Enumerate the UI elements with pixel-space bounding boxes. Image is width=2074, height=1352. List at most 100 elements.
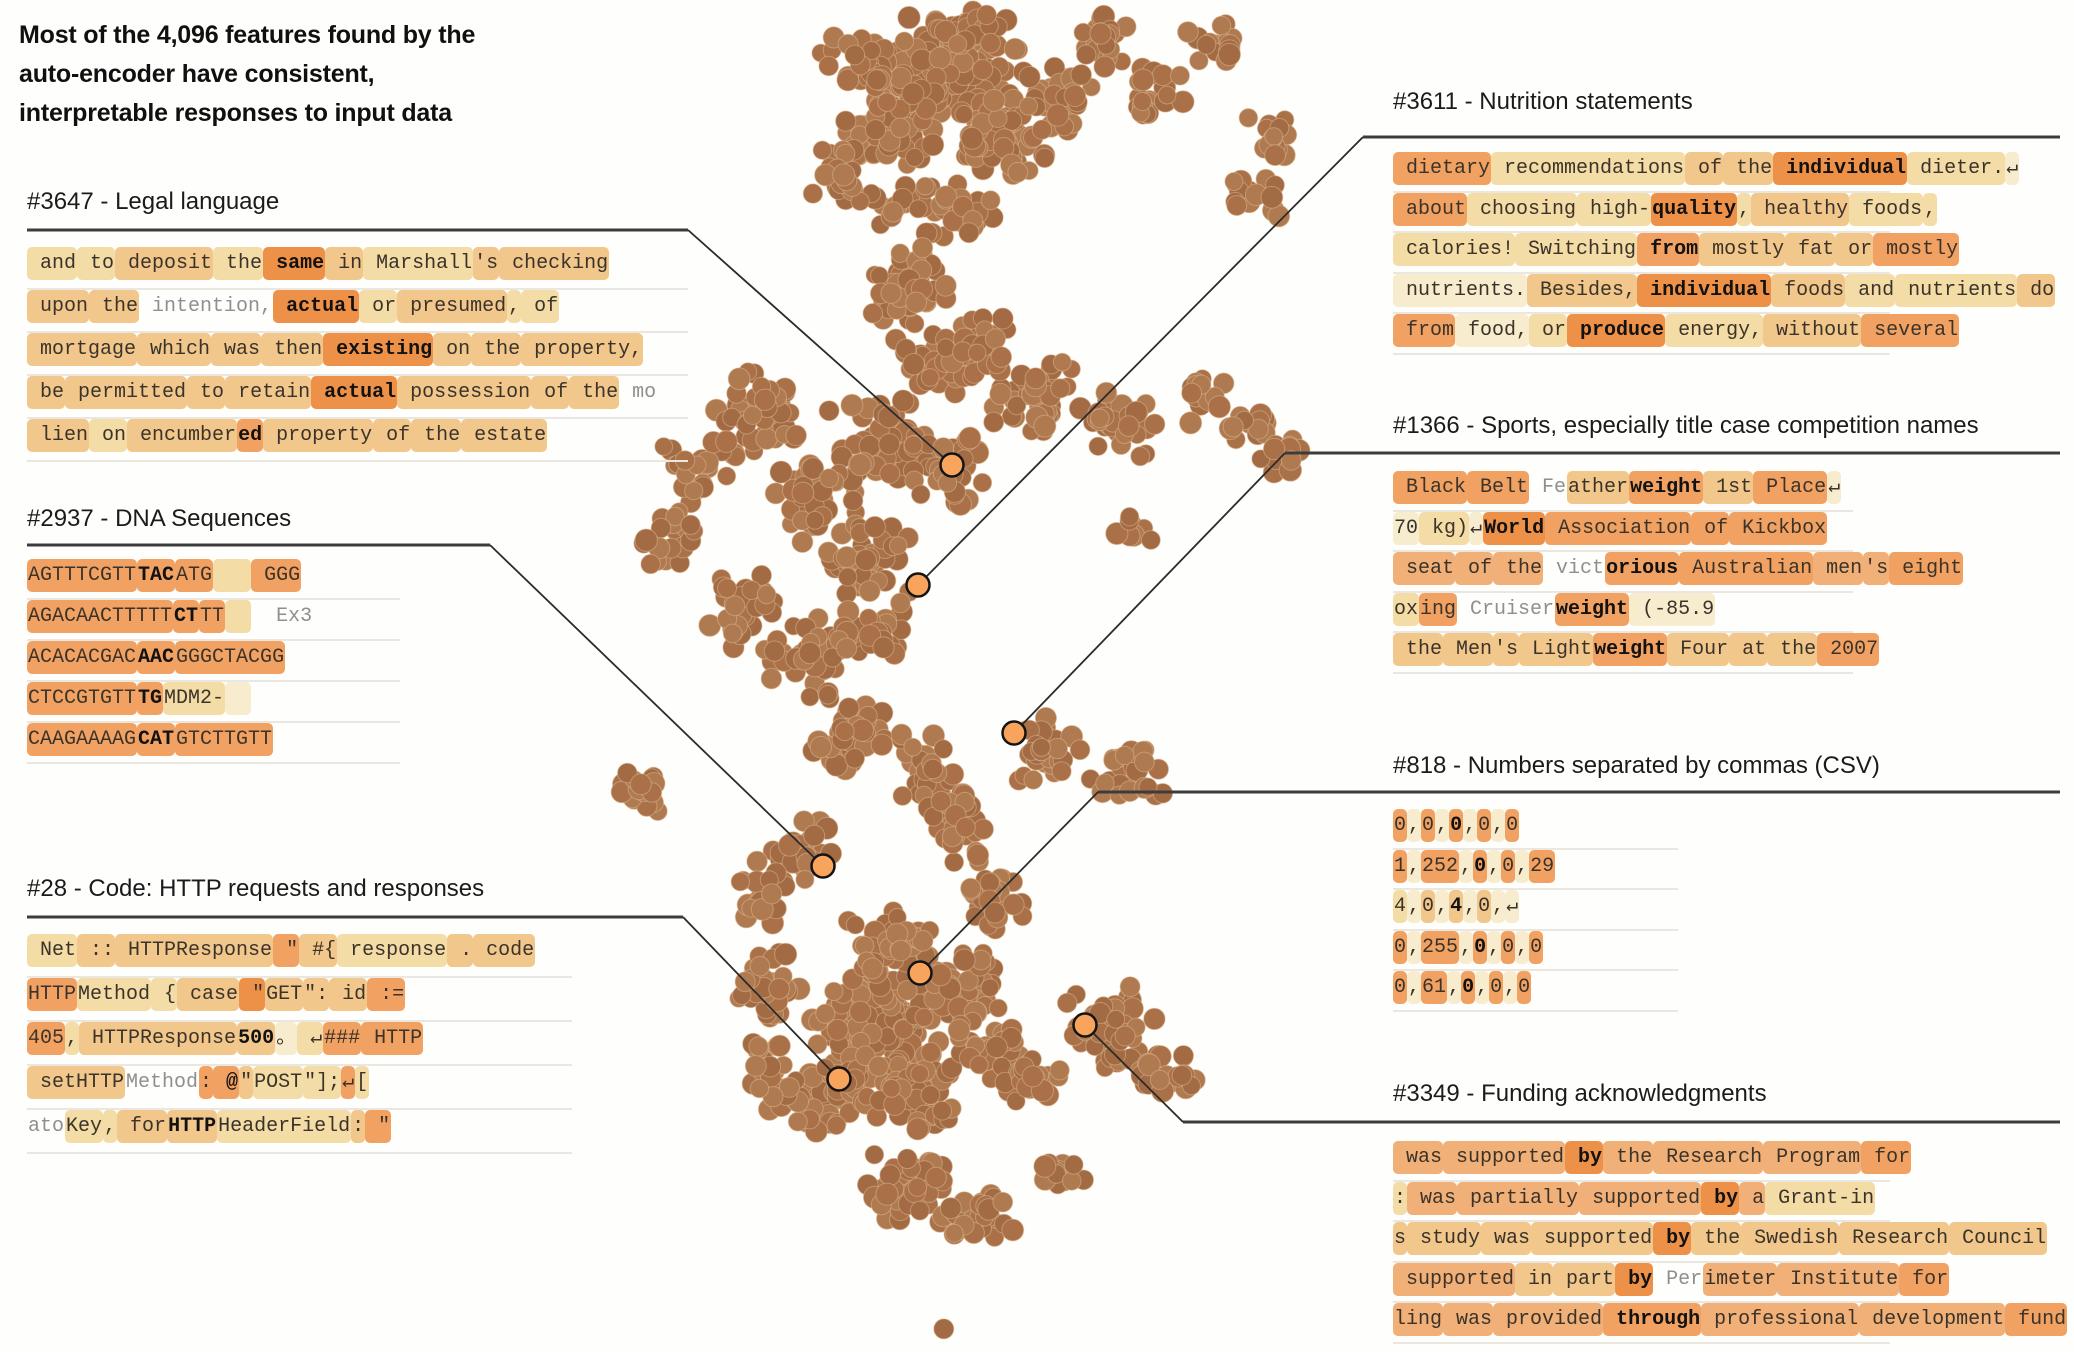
connector-line [682,916,840,1080]
token: : [199,1066,214,1099]
snippet-row: calories! Switching from mostly fat or m… [1393,233,1960,274]
feature-snippets-sports: Black Belt Fe ather weight 1st Place ↵ 70 kg… [1393,471,1964,674]
feature-snippets-csv: 0, 0, 0, 0, 0 1, 252, 0, 0, 29 4, 0, 4, 0, ↵ 0, 255, 0, 0,… [1393,809,1678,1012]
token: ↵ [297,1022,324,1055]
token: , [1515,930,1530,964]
token: CAT [137,723,176,756]
token: 0 [1393,930,1408,964]
token: individual [1773,152,1908,185]
token: the [1603,1141,1654,1174]
token: about [1393,192,1468,226]
token: World [1483,511,1546,545]
token: 61 [1421,971,1448,1005]
snippet-row: from food, or produce energy, without se… [1393,314,1960,355]
token: from [1637,233,1700,267]
token: do [2017,273,2056,307]
token: := [367,978,406,1011]
token: supported [1443,1141,1566,1174]
token: for [1861,1141,1912,1174]
token: dieter. [1907,152,2006,185]
token: dietary [1393,152,1492,185]
connector-line [917,136,1364,586]
token: was [1407,1181,1458,1215]
token: { [151,978,178,1011]
token: Marshall [363,247,474,280]
token: property, [521,333,644,366]
token: s [1393,1222,1408,1256]
snippet-row: 1, 252, 0, 0, 29 [1393,849,1678,891]
token: a [1739,1181,1766,1215]
snippet-row: the Men's Light weight Four at the 2007 [1393,633,1880,674]
token: ing [1419,592,1458,626]
token: intention, [140,295,273,318]
snippet-row: nutrients. Besides, individual foods and… [1393,273,2056,315]
feature-heading-csv: #818 - Numbers separated by commas (CSV) [1393,752,1880,779]
token: setHTTP [27,1066,126,1099]
token: , [1487,930,1502,964]
token: HTTPResponse [115,934,274,967]
snippet-row: dietary recommendations of the individua… [1393,152,2020,193]
token: in [1515,1262,1554,1296]
token: supported [1579,1181,1702,1215]
token: through [1603,1303,1702,1337]
token: quality [1651,192,1738,226]
token: 0 [1505,809,1520,842]
token: HTTPResponse [79,1022,238,1055]
token: MDM2- [163,682,226,715]
snippet-row: Black Belt Fe ather weight 1st Place ↵ [1393,471,1853,512]
token: energy, [1665,314,1764,348]
token: . [447,934,474,967]
figure-title: Most of the 4,096 features found by the … [19,16,475,133]
snippet-row: : was partially supported by a Grant-in [1393,1181,1890,1223]
token: mostly [1873,233,1960,267]
token: 0 [1421,809,1436,842]
token: 29 [1529,849,1556,883]
snippet-row: 0, 61, 0, 0, 0 [1393,971,1678,1012]
token: professional [1701,1303,1860,1337]
token: development [1859,1303,2006,1337]
token: of [373,419,412,452]
token: " [239,1066,254,1099]
token: Belt [1467,471,1530,504]
snippet-row: ACACACGAC AAC GGGCTACGG [27,641,400,682]
token: 0 [1501,849,1516,883]
token: foods [1849,192,1924,226]
token: HeaderField [217,1110,352,1143]
token: of [521,290,560,323]
token: at [1729,633,1768,667]
token: " [273,934,300,967]
connector-line [687,229,953,466]
token: to [77,247,116,280]
snippet-row: HTTP Method { case " GET ": id := [27,978,572,1022]
token: CAAGAAAAG [27,723,138,756]
token: to [187,376,226,409]
token: then [261,333,324,366]
snippet-row: about choosing high-quality, healthy foo… [1393,192,1938,234]
token: Research [1839,1222,1950,1256]
token: 4 [1449,890,1464,924]
feature-snippets-legal: and to deposit the same in Marshall's ch… [27,247,688,462]
token: 0 [1461,971,1476,1005]
token: without [1763,314,1862,348]
token: mo [620,381,657,404]
token: possession [397,376,532,409]
token: by [1701,1181,1740,1215]
token: , [65,1022,80,1055]
snippet-row: mortgage which was then existing on the … [27,333,688,376]
token: , [1407,890,1422,924]
token: the [1393,633,1444,667]
token: Net [27,934,78,967]
token: " [365,1110,392,1143]
token: of [531,376,570,409]
token: for [1899,1262,1950,1296]
token: Council [1949,1222,2048,1256]
token: the [1767,633,1818,667]
token: 1 [1393,849,1408,883]
token: recommendations [1491,152,1686,185]
token: Method [77,978,152,1011]
token: actual [311,376,398,409]
token: encumber [127,419,238,452]
feature-marker-2937 [810,853,836,879]
token: HTTP [167,1110,218,1143]
